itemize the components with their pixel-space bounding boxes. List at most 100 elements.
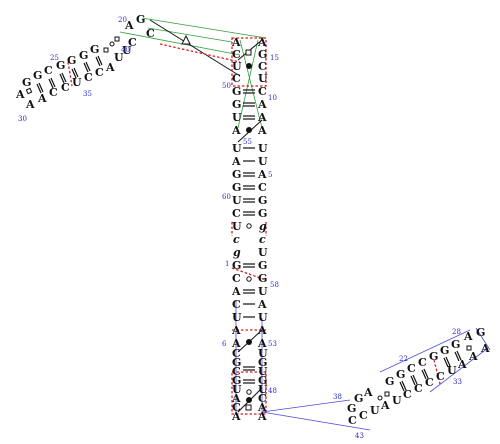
position-number: 20 (118, 16, 127, 24)
right-hairpin-lower-strand: C C U A U C C C C U A A A (348, 342, 490, 427)
stem-base-pairs (243, 49, 255, 411)
nucleotide: U (370, 404, 380, 417)
nucleotide: G (33, 69, 42, 82)
nucleotide: A (257, 124, 267, 137)
nucleotide: G (232, 181, 241, 194)
triangle-marker (181, 34, 191, 45)
position-number: 15 (270, 54, 279, 62)
nucleotide: G (258, 48, 267, 61)
position-number: 10 (268, 94, 277, 102)
nucleotide: G (232, 98, 241, 111)
nucleotide: C (128, 36, 137, 49)
position-number: 40 (121, 46, 130, 54)
nucleotide: U (258, 155, 268, 168)
position-number: 50 (222, 82, 231, 90)
tertiary-lines-black (149, 19, 263, 413)
nucleotide: A (257, 36, 267, 49)
left-hairpin-lower-strand: A A C C U C C A U U C C (25, 27, 155, 111)
nucleotide: G (258, 207, 267, 220)
nucleotide: G (67, 54, 76, 67)
nucleotide: C (418, 356, 427, 369)
nucleotide: A (15, 88, 25, 101)
position-number: 25 (50, 54, 59, 62)
nucleotide: G (232, 85, 241, 98)
nucleotide: U (232, 311, 242, 324)
nucleotide: C (258, 181, 267, 194)
nucleotide: A (124, 19, 134, 32)
position-number: 38 (333, 393, 342, 401)
nucleotide: A (257, 98, 267, 111)
nucleotide: G (354, 392, 363, 405)
position-number: 43 (355, 432, 364, 440)
nucleotide: U (114, 51, 124, 64)
nucleotide: U (258, 365, 268, 378)
nucleotide: A (231, 285, 241, 298)
nucleotide: C (61, 81, 70, 94)
nucleotide: G (385, 375, 394, 388)
nucleotide: c (259, 233, 266, 246)
tertiary-lines-blue (235, 300, 491, 431)
nucleotide: A (463, 330, 473, 343)
nucleotide: U (258, 285, 268, 298)
nucleotide: G (90, 43, 99, 56)
position-number: 1 (225, 260, 229, 268)
nucleotide: C (359, 409, 368, 422)
nucleotide: A (380, 399, 390, 412)
nucleotide: A (231, 124, 241, 137)
nucleotide: c (233, 233, 240, 246)
nucleotide: A (257, 410, 267, 423)
central-stem: A C U C G G U A U A G G U C U c g G C A … (231, 36, 268, 423)
nucleotide: U (232, 220, 242, 233)
position-number: 48 (268, 387, 277, 395)
nucleotide: U (447, 364, 457, 377)
nucleotide: C (348, 414, 357, 427)
nucleotide: G (232, 259, 241, 272)
nucleotide: C (232, 347, 241, 360)
nucleotide: U (258, 347, 268, 360)
nucleotide: C (44, 64, 53, 77)
left-hairpin-base-pairs (25, 36, 120, 95)
nucleotide: A (468, 350, 478, 363)
left-hairpin: A G G C G G G G A G A A C C U C C A U U … (15, 13, 155, 111)
nucleotide: C (232, 401, 241, 414)
nucleotide: C (414, 382, 423, 395)
nucleotide: A (457, 358, 467, 371)
nucleotide: U (72, 76, 82, 89)
nucleotide: G (451, 338, 460, 351)
position-number: 28 (452, 328, 461, 336)
nucleotide: U (122, 44, 132, 57)
nucleotide: A (231, 36, 241, 49)
nucleotide: C (49, 86, 58, 99)
position-number: 53 (268, 340, 277, 348)
nucleotide: A (37, 92, 47, 105)
nucleotide: C (436, 370, 445, 383)
nucleotide: C (407, 362, 416, 375)
nucleotide: A (231, 155, 241, 168)
nucleotide: G (347, 402, 356, 415)
position-number: 35 (83, 90, 92, 98)
nucleotide: A (257, 401, 267, 414)
nucleotide: C (95, 66, 104, 79)
nucleotide: A (105, 61, 115, 74)
nucleotide: G (56, 59, 65, 72)
nucleotide: G (136, 13, 145, 26)
nucleotide: G (476, 326, 485, 339)
stem-left-strand: A C U C G G U A U A G G U C U c g G C A … (231, 36, 242, 423)
nucleotide: A (25, 98, 35, 111)
nucleotide: G (258, 194, 267, 207)
nucleotide: A (257, 298, 267, 311)
nucleotide: G (258, 272, 267, 285)
nucleotide: C (403, 388, 412, 401)
nucleotide: C (232, 48, 241, 61)
noncanonical-frames (67, 37, 441, 415)
right-hairpin-upper-strand: G G A G G C C G G G A G (347, 326, 485, 415)
nucleotide: U (232, 60, 242, 73)
nucleotide: A (257, 111, 267, 124)
nucleotide: C (232, 207, 241, 220)
nucleotide: G (440, 344, 449, 357)
nucleotide: U (258, 383, 268, 396)
nucleotide: G (429, 350, 438, 363)
nucleotide: G (396, 368, 405, 381)
